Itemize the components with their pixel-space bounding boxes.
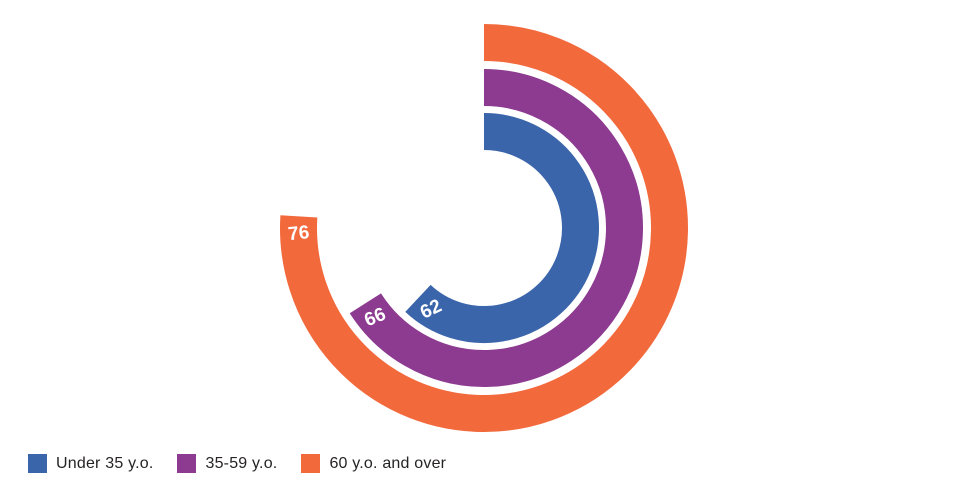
legend-swatch-35-59 (177, 454, 197, 473)
legend-swatch-60-over (301, 454, 321, 473)
legend-label-under-35: Under 35 y.o. (56, 454, 154, 472)
legend-label-60-over: 60 y.o. and over (329, 454, 447, 472)
legend-item-60-over: 60 y.o. and over (301, 454, 446, 473)
ring-arc-0 (405, 113, 599, 343)
ring-arc-1 (349, 69, 643, 387)
legend-item-35-59: 35-59 y.o. (177, 454, 277, 473)
ring-value-label-2: 76 (287, 222, 310, 245)
ring-arc-2 (280, 24, 688, 432)
legend: Under 35 y.o. 35-59 y.o. 60 y.o. and ove… (28, 454, 446, 473)
legend-label-35-59: 35-59 y.o. (205, 454, 278, 472)
legend-item-under-35: Under 35 y.o. (28, 454, 153, 473)
legend-swatch-under-35 (28, 454, 47, 473)
